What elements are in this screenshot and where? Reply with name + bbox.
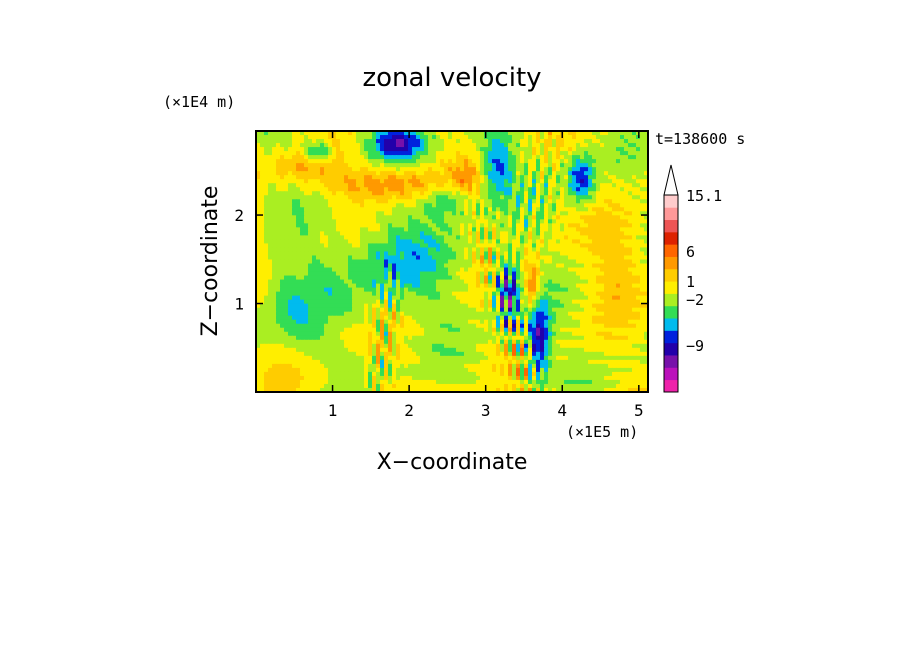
colorbar-segment: [664, 355, 678, 368]
contour-field: [256, 131, 648, 392]
colorbar-tick-label: 6: [686, 243, 695, 261]
colorbar-tick-label: 15.1: [686, 187, 722, 205]
x-tick-label: 1: [328, 401, 338, 420]
colorbar-segment: [664, 207, 678, 221]
y-tick-label: 2: [234, 206, 244, 225]
colorbar-segment: [664, 219, 678, 233]
x-tick-label: 4: [557, 401, 567, 420]
plot-frame: [255, 130, 649, 393]
colorbar-segment: [664, 342, 678, 356]
colorbar-tick-label: −9: [686, 337, 704, 355]
x-unit-label: (×1E5 m): [566, 423, 638, 441]
x-tick-label: 3: [481, 401, 491, 420]
time-label: t=138600 s: [655, 130, 745, 148]
colorbar-segment: [664, 330, 678, 344]
x-tick-label: 2: [404, 401, 414, 420]
colorbar-segment: [664, 367, 678, 381]
colorbar: 15.1 6 1−2 −9: [663, 164, 722, 393]
colorbar-segment: [664, 293, 678, 307]
colorbar-tick-label: 1: [686, 273, 695, 291]
y-axis-label: Z−coordinate: [198, 186, 223, 337]
colorbar-segment: [664, 318, 678, 331]
colorbar-frame: [663, 194, 679, 393]
x-tick-label: 5: [634, 401, 644, 420]
chart-title: zonal velocity: [362, 63, 541, 93]
y-tick-label: 1: [234, 295, 244, 314]
colorbar-segment: [664, 281, 678, 294]
colorbar-segment: [664, 268, 678, 282]
colorbar-segment: [664, 244, 678, 257]
colorbar-max-arrow: [663, 164, 679, 196]
colorbar-segment: [664, 379, 678, 393]
x-axis-label: X−coordinate: [377, 450, 528, 475]
colorbar-segment: [664, 231, 678, 245]
y-unit-label: (×1E4 m): [163, 93, 235, 111]
colorbar-segment: [664, 256, 678, 270]
y-axis: 12: [234, 206, 648, 314]
colorbar-segment: [664, 305, 678, 319]
colorbar-tick-label: −2: [686, 291, 704, 309]
x-axis: 1 2 3 4 5: [328, 131, 644, 420]
colorbar-segment: [664, 195, 678, 208]
